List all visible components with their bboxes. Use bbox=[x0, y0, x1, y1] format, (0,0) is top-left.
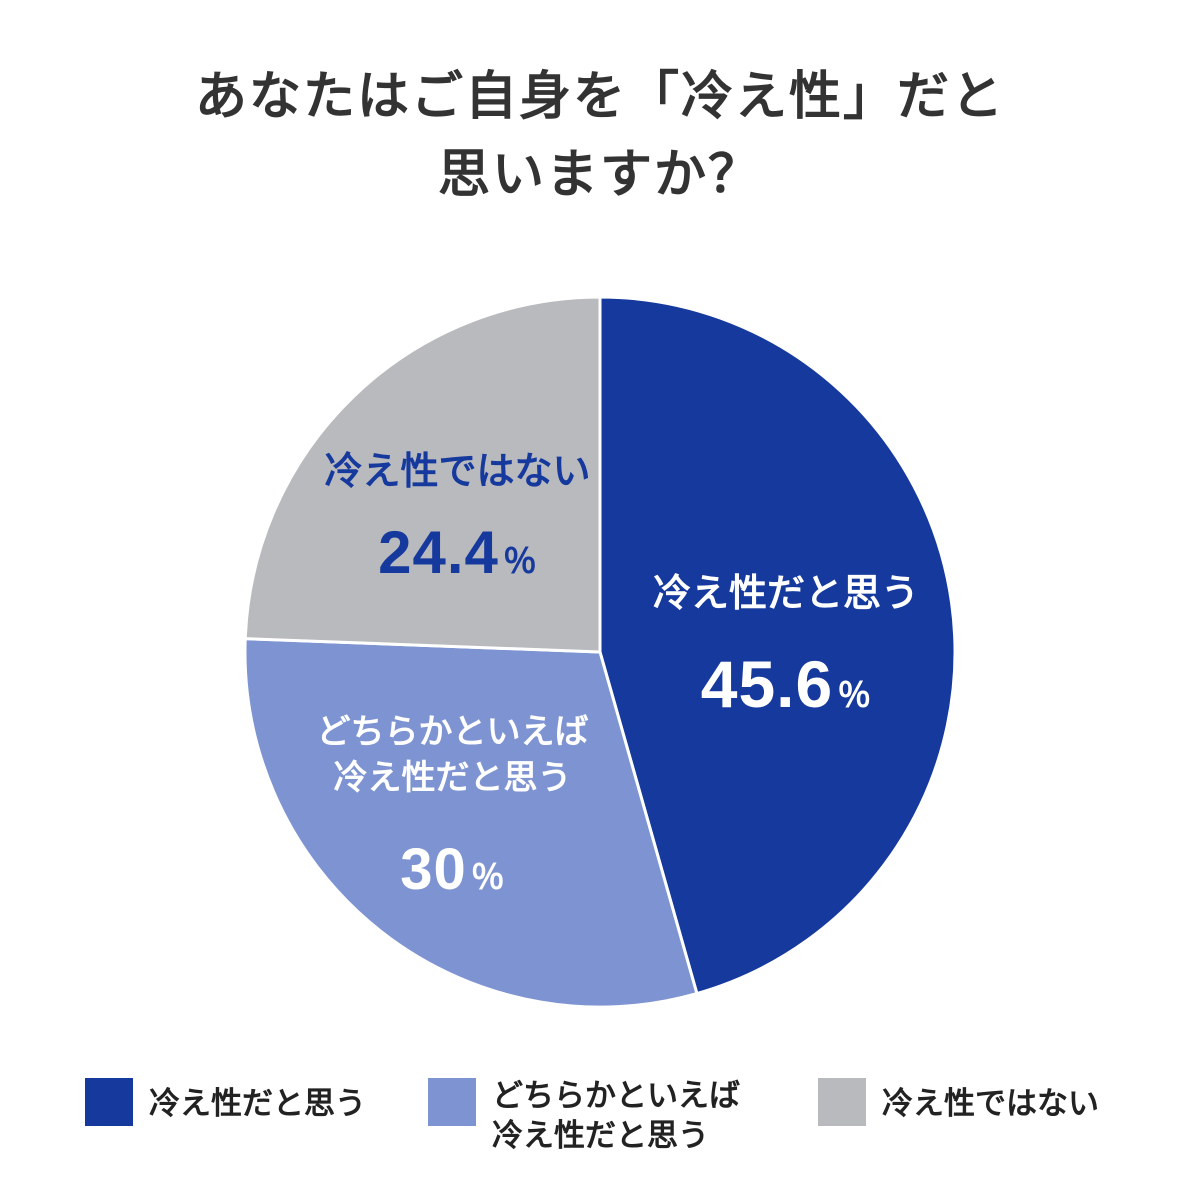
page-title: あなたはご自身を「冷え性」だと 思いますか？ bbox=[194, 68, 1005, 204]
slice-value-think-cold: 45.6 ％ bbox=[631, 628, 941, 722]
slice-label-think-cold: 冷え性だと思う bbox=[652, 573, 919, 615]
legend-item-think-cold: 冷え性だと思う bbox=[85, 1076, 366, 1126]
slice-value-somewhat-cold: 30 ％ bbox=[295, 818, 610, 903]
slice-value-number: 30 bbox=[400, 837, 467, 902]
chart-legend: 冷え性だと思う どちらかといえば 冷え性だと思う 冷え性ではない bbox=[0, 1068, 1200, 1168]
slice-label-not-cold: 冷え性ではない bbox=[324, 451, 591, 493]
pie-slice-2 bbox=[243, 295, 602, 654]
slice-value-number: 24.4 bbox=[378, 519, 499, 586]
pie-slice-1 bbox=[243, 637, 699, 1009]
percent-sign: ％ bbox=[837, 677, 872, 715]
legend-item-somewhat-cold: どちらかといえば 冷え性だと思う bbox=[428, 1076, 740, 1157]
legend-swatch bbox=[428, 1078, 476, 1126]
percent-sign: ％ bbox=[502, 543, 537, 581]
slice-label-somewhat-cold: どちらかといえば 冷え性だと思う bbox=[316, 713, 589, 797]
legend-label: どちらかといえば 冷え性だと思う bbox=[492, 1078, 740, 1154]
percent-sign: ％ bbox=[470, 859, 505, 897]
legend-label: 冷え性ではない bbox=[882, 1086, 1099, 1121]
slice-value-not-cold: 24.4 ％ bbox=[300, 500, 615, 587]
legend-label: 冷え性だと思う bbox=[149, 1086, 366, 1121]
legend-swatch bbox=[85, 1078, 133, 1126]
legend-swatch bbox=[818, 1078, 866, 1126]
pie-slice-0 bbox=[598, 295, 957, 996]
legend-item-not-cold: 冷え性ではない bbox=[818, 1076, 1099, 1126]
slice-value-number: 45.6 bbox=[700, 647, 834, 721]
